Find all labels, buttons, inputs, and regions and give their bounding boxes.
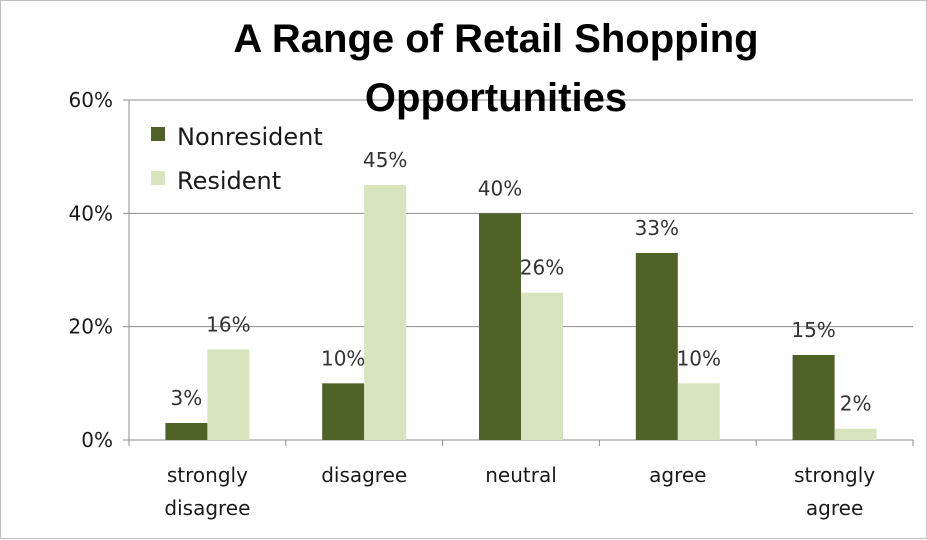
bar-resident-3 [677, 383, 720, 440]
bar-nonresident-1 [322, 383, 365, 440]
legend-swatch-nonresident [151, 127, 165, 141]
x-category-label: disagree [164, 496, 250, 520]
y-tick-label: 60% [69, 88, 113, 112]
x-category-label: agree [649, 463, 706, 487]
data-label: 3% [171, 386, 203, 410]
bar-nonresident-4 [792, 355, 835, 440]
bar-resident-2 [521, 292, 563, 440]
legend-label-resident: Resident [177, 167, 281, 195]
bar-resident-0 [207, 349, 250, 440]
chart-title: Opportunities [365, 76, 627, 120]
x-category-label: disagree [321, 463, 407, 487]
x-category-label: neutral [485, 463, 557, 487]
y-tick-label: 40% [69, 201, 113, 225]
x-category-label: agree [806, 496, 863, 520]
data-label: 45% [363, 148, 407, 172]
data-label: 10% [677, 346, 721, 370]
y-tick-label: 20% [69, 315, 113, 339]
bar-resident-4 [834, 428, 877, 440]
legend-swatch-resident [151, 171, 165, 185]
bar-nonresident-2 [479, 213, 521, 440]
y-tick-label: 0% [81, 428, 113, 452]
x-category-label: strongly [794, 463, 875, 487]
data-label: 40% [478, 176, 522, 200]
data-label: 33% [635, 216, 679, 240]
data-label: 15% [791, 318, 835, 342]
bar-resident-1 [364, 185, 407, 440]
data-label: 2% [840, 392, 872, 416]
x-category-label: strongly [167, 463, 248, 487]
legend-label-nonresident: Nonresident [177, 123, 323, 151]
data-label: 26% [520, 256, 564, 280]
data-label: 10% [321, 346, 365, 370]
chart-title: A Range of Retail Shopping [233, 17, 758, 61]
bar-nonresident-0 [165, 423, 208, 440]
data-label: 16% [206, 312, 250, 336]
bar-nonresident-3 [635, 253, 678, 440]
